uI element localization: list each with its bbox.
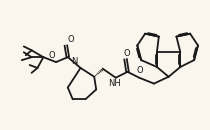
Text: O: O [49, 51, 55, 60]
Text: NH: NH [108, 79, 121, 88]
Text: O: O [137, 66, 144, 75]
Text: O: O [123, 49, 130, 58]
Text: O: O [68, 35, 74, 44]
Text: N: N [71, 57, 78, 66]
